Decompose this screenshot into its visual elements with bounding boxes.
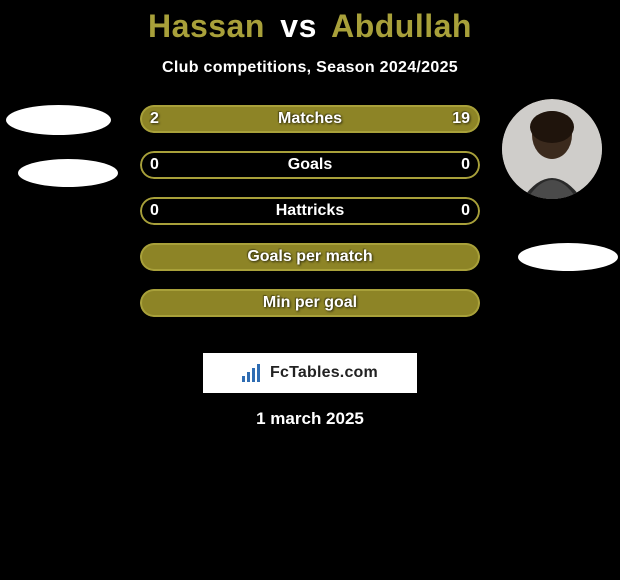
stat-label: Goals [288, 156, 332, 174]
player2-name: Abdullah [331, 8, 472, 44]
stat-bars: Matches 2 19 Goals 0 0 Hattricks 0 0 Goals per ma… [140, 105, 480, 335]
stat-row-min-per-goal: Min per goal [140, 289, 480, 317]
stat-value-p2: 19 [452, 110, 470, 128]
player2-avatar-svg [502, 99, 602, 199]
source-logo-text: FcTables.com [270, 364, 378, 382]
stats-section: Matches 2 19 Goals 0 0 Hattricks 0 0 Goals per ma… [0, 105, 620, 345]
bar-chart-icon [242, 364, 264, 382]
stat-value-p2: 0 [461, 156, 470, 174]
player2-avatar-placeholder-2 [518, 243, 618, 271]
stat-row-goals-per-match: Goals per match [140, 243, 480, 271]
stat-value-p1: 2 [150, 110, 159, 128]
snapshot-date: 1 march 2025 [0, 409, 620, 429]
stat-value-p1: 0 [150, 202, 159, 220]
stat-label: Matches [278, 110, 342, 128]
player2-avatar [502, 99, 602, 199]
subtitle: Club competitions, Season 2024/2025 [0, 59, 620, 77]
player1-avatar-placeholder-1 [6, 105, 111, 135]
stat-row-hattricks: Hattricks 0 0 [140, 197, 480, 225]
comparison-card: Hassan vs Abdullah Club competitions, Se… [0, 0, 620, 580]
player1-avatar-placeholder-2 [18, 159, 118, 187]
stat-label: Goals per match [247, 248, 372, 266]
page-title: Hassan vs Abdullah [0, 8, 620, 45]
stat-label: Hattricks [276, 202, 344, 220]
vs-separator: vs [280, 8, 317, 44]
stat-value-p2: 0 [461, 202, 470, 220]
stat-row-goals: Goals 0 0 [140, 151, 480, 179]
stat-label: Min per goal [263, 294, 357, 312]
player1-name: Hassan [148, 8, 265, 44]
source-logo: FcTables.com [203, 353, 417, 393]
stat-value-p1: 0 [150, 156, 159, 174]
stat-row-matches: Matches 2 19 [140, 105, 480, 133]
